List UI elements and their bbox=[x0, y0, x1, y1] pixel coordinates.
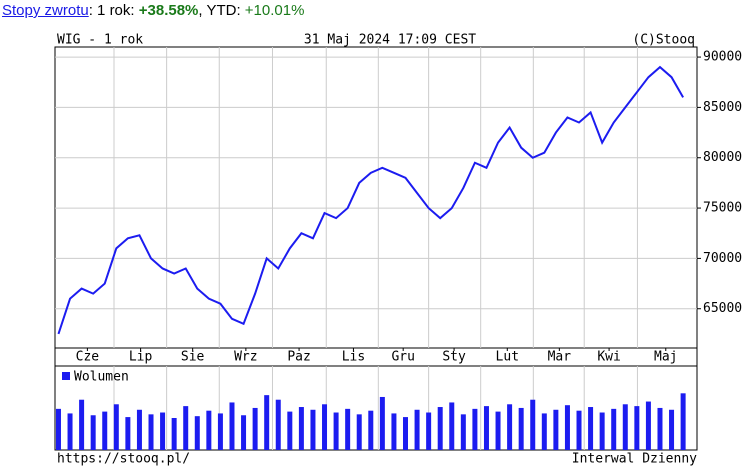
x-tick-label: Paz bbox=[287, 350, 310, 365]
ytd-label: , YTD: bbox=[198, 2, 245, 19]
volume-bar bbox=[171, 418, 177, 450]
y-tick-label: 90000 bbox=[703, 50, 742, 65]
volume-bar bbox=[669, 409, 675, 450]
volume-bar bbox=[564, 405, 570, 450]
volume-bar bbox=[553, 409, 559, 450]
y-tick-label: 85000 bbox=[703, 100, 742, 115]
footer-link: https://stooq.pl/ bbox=[57, 452, 190, 467]
volume-bar bbox=[437, 407, 443, 450]
returns-link[interactable]: Stopy zwrotu bbox=[2, 2, 89, 19]
volume-bar bbox=[518, 407, 524, 450]
x-tick-label: Gru bbox=[391, 350, 414, 365]
volume-bar bbox=[645, 401, 651, 450]
volume-bar bbox=[657, 407, 663, 450]
volume-bar bbox=[183, 406, 189, 450]
volume-bar bbox=[345, 408, 351, 450]
volume-bar bbox=[622, 404, 628, 450]
volume-bar bbox=[495, 411, 501, 450]
volume-bar bbox=[426, 412, 432, 450]
x-tick-label: Maj bbox=[654, 350, 677, 365]
volume-bar bbox=[194, 416, 200, 450]
volume-bar bbox=[55, 408, 61, 450]
volume-bar bbox=[160, 412, 166, 450]
y-tick-label: 70000 bbox=[703, 251, 742, 266]
volume-bar bbox=[287, 411, 293, 450]
volume-bar bbox=[599, 412, 605, 450]
x-tick-label: Sie bbox=[181, 350, 205, 365]
y-tick-label: 65000 bbox=[703, 301, 742, 316]
x-tick-label: Sty bbox=[442, 350, 466, 365]
x-tick-label: Wrz bbox=[234, 350, 257, 365]
volume-bar bbox=[379, 396, 385, 450]
volume-bar bbox=[241, 415, 247, 450]
y-tick-label: 75000 bbox=[703, 201, 742, 216]
volume-bar bbox=[90, 415, 96, 450]
volume-bar bbox=[634, 406, 640, 450]
volume-bar bbox=[356, 414, 362, 450]
volume-bar bbox=[368, 410, 374, 450]
volume-bar bbox=[252, 407, 258, 450]
ytd-return: +10.01% bbox=[244, 2, 305, 19]
x-tick-label: Lut bbox=[496, 350, 519, 365]
volume-bar bbox=[530, 399, 536, 450]
legend-label: Wolumen bbox=[74, 370, 129, 385]
volume-bar bbox=[113, 404, 119, 450]
volume-bar bbox=[449, 402, 455, 450]
volume-bar bbox=[264, 395, 270, 450]
volume-bar bbox=[611, 408, 617, 450]
x-tick-label: Lis bbox=[342, 350, 365, 365]
volume-bar bbox=[136, 409, 142, 450]
chart-credit: (C)Stooq bbox=[632, 33, 695, 48]
volume-bar bbox=[322, 404, 328, 450]
volume-bar bbox=[333, 412, 339, 450]
volume-bar bbox=[275, 399, 281, 450]
price-panel bbox=[54, 46, 698, 349]
volume-bar bbox=[472, 408, 478, 450]
x-tick-label: Lip bbox=[129, 350, 153, 365]
x-tick-label: Kwi bbox=[597, 350, 620, 365]
volume-bar bbox=[507, 404, 513, 450]
volume-panel bbox=[54, 365, 698, 451]
volume-bar bbox=[414, 409, 420, 450]
volume-bar bbox=[102, 411, 108, 450]
volume-bar bbox=[206, 410, 212, 450]
volume-bar bbox=[460, 414, 466, 450]
x-tick-label: Cze bbox=[76, 350, 100, 365]
volume-bar bbox=[402, 417, 408, 450]
period-label: : 1 rok: bbox=[88, 2, 139, 19]
volume-bar bbox=[298, 407, 304, 450]
volume-bar bbox=[148, 414, 154, 450]
volume-bar bbox=[680, 393, 686, 450]
volume-bar bbox=[483, 406, 489, 450]
volume-bar bbox=[391, 413, 397, 450]
chart-subtitle: 31 Maj 2024 17:09 CEST bbox=[304, 33, 476, 48]
volume-bar bbox=[229, 402, 235, 450]
volume-bar bbox=[576, 410, 582, 450]
volume-bar bbox=[79, 399, 85, 450]
x-tick-label: Mar bbox=[548, 350, 572, 365]
returns-header: Stopy zwrotu: 1 rok: +38.58%, YTD: +10.0… bbox=[2, 2, 304, 19]
period-return: +38.58% bbox=[138, 2, 199, 19]
legend-swatch bbox=[62, 372, 70, 380]
volume-bar bbox=[217, 413, 223, 450]
chart-title: WIG - 1 rok bbox=[57, 33, 143, 48]
volume-bar bbox=[588, 407, 594, 450]
volume-bar bbox=[67, 413, 73, 450]
volume-bar bbox=[541, 413, 547, 450]
price-line bbox=[57, 65, 684, 335]
volume-bar bbox=[310, 409, 316, 450]
volume-bar bbox=[125, 417, 131, 450]
footer-interval: Interwal Dzienny bbox=[572, 452, 697, 467]
y-tick-label: 80000 bbox=[703, 150, 742, 165]
